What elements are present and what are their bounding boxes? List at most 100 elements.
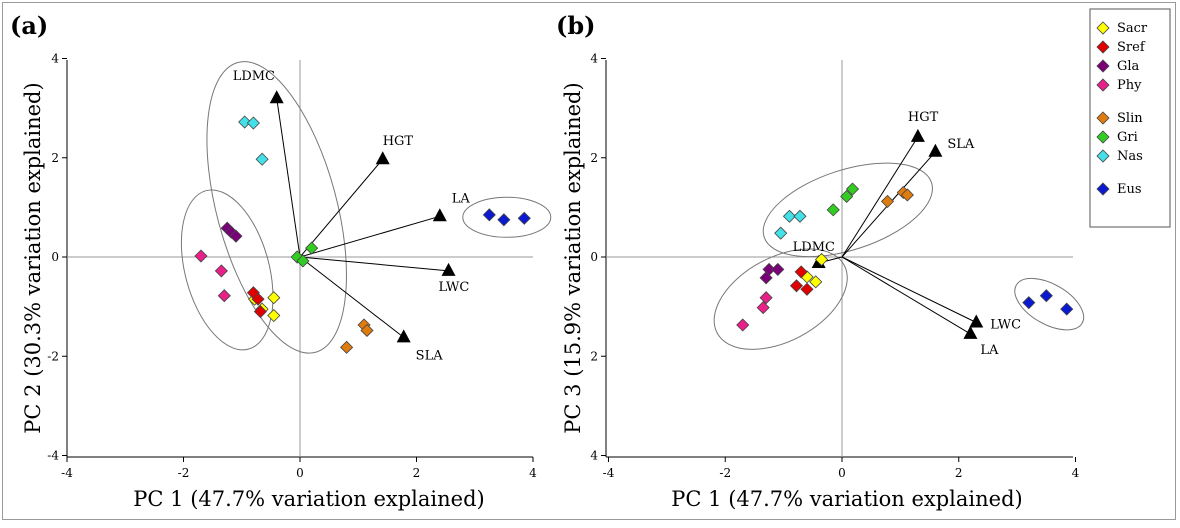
panel-a-group-ellipse <box>206 61 347 354</box>
panel-b-xtick-label: -4 <box>603 466 615 480</box>
panel-b-vector-lwc <box>841 256 977 323</box>
panel-a-point-eus <box>517 211 531 225</box>
legend-label-gri: Gri <box>1117 130 1138 145</box>
panel-a-point-nas <box>238 115 252 129</box>
panel-a-ylabel: PC 2 (30.3% variation explained) <box>21 82 45 433</box>
panel-b-vector-label-ldmc: LDMC <box>793 240 835 255</box>
legend-marker-sref <box>1096 40 1110 54</box>
legend-marker-gri <box>1096 130 1110 144</box>
panel-a-point-slin <box>360 323 374 338</box>
panel-b-point-slin <box>880 194 895 208</box>
legend-label-nas: Nas <box>1117 149 1143 164</box>
panel-a-point-nas <box>255 152 269 166</box>
panel-b-ytick-label: 4 <box>590 52 598 66</box>
legend-marker-nas <box>1096 149 1110 163</box>
panel-b-point-sref <box>789 279 804 293</box>
panel-b-ytick-label: 2 <box>590 349 598 363</box>
panel-b-point-eus <box>1039 289 1053 303</box>
panel-a-letter: (a) <box>10 11 48 40</box>
panel-a-point-eus <box>482 208 496 222</box>
legend-marker-gla <box>1096 59 1110 73</box>
panel-a-vector-label-la: LA <box>452 191 471 206</box>
panel-b-ytick-label: 4 <box>590 449 598 463</box>
panel-b-vector-head-sla <box>928 143 943 157</box>
panel-b-vector-label-hgt: HGT <box>908 110 939 125</box>
panel-a-xtick-label: 2 <box>413 466 421 480</box>
panel-b-vector-hgt <box>841 136 919 258</box>
panel-b-group-ellipse <box>1014 277 1085 331</box>
legend-marker-phy <box>1096 78 1110 92</box>
legend-label-sref: Sref <box>1117 40 1146 55</box>
legend: Sacr Sref Gla Phy Slin Gri Nas Eus <box>1089 8 1171 228</box>
panel-a-group-ellipse <box>180 189 274 351</box>
panel-a-vector-head-ldmc <box>269 90 284 104</box>
panel-a-ytick-label: 2 <box>51 151 59 165</box>
panel-a-vector-head-la <box>432 208 447 222</box>
panel-a: (a) -4-4 -2 -2 0 0 2 2 4 4 LDMC HGT LA LWC SLA PC 1 (… <box>10 11 552 511</box>
panel-b-xtick-label: 4 <box>1072 466 1080 480</box>
panel-a-point-nas <box>246 116 260 130</box>
panel-b-ylabel: PC 3 (15.9% variation explained) <box>561 82 585 433</box>
panel-b-vector-label-la: LA <box>980 343 999 358</box>
panel-a-xtick-label: 0 <box>296 466 304 480</box>
panel-a-ytick-label: -4 <box>47 449 59 463</box>
panel-b-vector-head-lwc <box>969 314 984 328</box>
panel-b-point-sref <box>794 265 808 279</box>
panel-a-ytick-label: -2 <box>47 349 59 363</box>
panel-b-point-sref <box>800 282 814 296</box>
panel-b-point-gri <box>826 203 840 217</box>
legend-label-eus: Eus <box>1117 182 1142 197</box>
panel-b-point-phy <box>756 301 770 315</box>
panel-b-xtick-label: 0 <box>838 466 846 480</box>
legend-label-phy: Phy <box>1117 78 1142 93</box>
panel-b-point-nas <box>793 209 807 223</box>
panel-a-ytick-label: 4 <box>51 52 59 66</box>
panel-a-vector-label-hgt: HGT <box>383 134 414 149</box>
panel-b-group-ellipse <box>713 248 848 350</box>
panel-b-vector-head-hgt <box>910 128 925 142</box>
legend-label-gla: Gla <box>1117 59 1140 74</box>
panel-a-vector-lwc <box>299 256 449 272</box>
panel-a-point-sref <box>253 305 267 319</box>
panel-a-point-sref <box>251 292 265 306</box>
panel-a-point-sacr <box>267 308 281 323</box>
panel-b-vector-la <box>841 256 971 335</box>
legend-marker-eus <box>1096 182 1110 196</box>
panel-a-point-sacr <box>267 291 281 305</box>
panel-b-vector-label-sla: SLA <box>947 137 975 152</box>
panel-b-point-eus <box>1060 302 1074 316</box>
panel-b-ytick-label: 2 <box>590 151 598 165</box>
panel-a-xlabel: PC 1 (47.7% variation explained) <box>133 487 484 511</box>
panel-b: (b) -4 4 -2 2 0 0 2 2 4 4 LDMC HGT SLA LWC LA PC 1 (47… <box>556 11 1085 511</box>
panel-a-vector-la <box>299 215 440 258</box>
panel-a-vector-hgt <box>299 158 384 258</box>
panel-b-point-gla <box>771 262 785 276</box>
panel-a-ytick-label: 0 <box>51 250 59 264</box>
panel-a-vector-label-sla: SLA <box>416 348 444 363</box>
panel-a-point-gla <box>229 229 243 243</box>
panel-a-point-phy <box>214 264 228 278</box>
panel-b-vector-label-lwc: LWC <box>990 318 1021 333</box>
panel-a-group-ellipse <box>462 196 552 238</box>
panel-a-point-gri <box>296 254 310 268</box>
panel-a-vector-head-sla <box>396 329 411 343</box>
legend-label-slin: Slin <box>1117 111 1143 126</box>
panel-b-vector-head-la <box>963 325 978 339</box>
panel-b-point-eus <box>1022 296 1036 310</box>
panel-b-point-nas <box>774 226 788 240</box>
panel-a-vector-ldmc <box>276 98 301 258</box>
panel-b-point-phy <box>736 318 750 332</box>
panel-b-xtick-label: 2 <box>955 466 963 480</box>
panel-b-point-sacr <box>815 252 829 267</box>
panel-a-vector-label-lwc: LWC <box>439 280 470 295</box>
panel-a-point-eus <box>497 213 511 227</box>
panel-a-point-phy <box>217 289 231 303</box>
panel-a-vector-sla <box>299 256 404 338</box>
panel-a-vector-head-hgt <box>375 151 390 165</box>
panel-b-ytick-label: 0 <box>590 250 598 264</box>
panel-a-point-gri <box>305 241 319 255</box>
panel-a-xtick-label: -4 <box>61 466 73 480</box>
panel-a-vector-label-ldmc: LDMC <box>233 69 275 84</box>
